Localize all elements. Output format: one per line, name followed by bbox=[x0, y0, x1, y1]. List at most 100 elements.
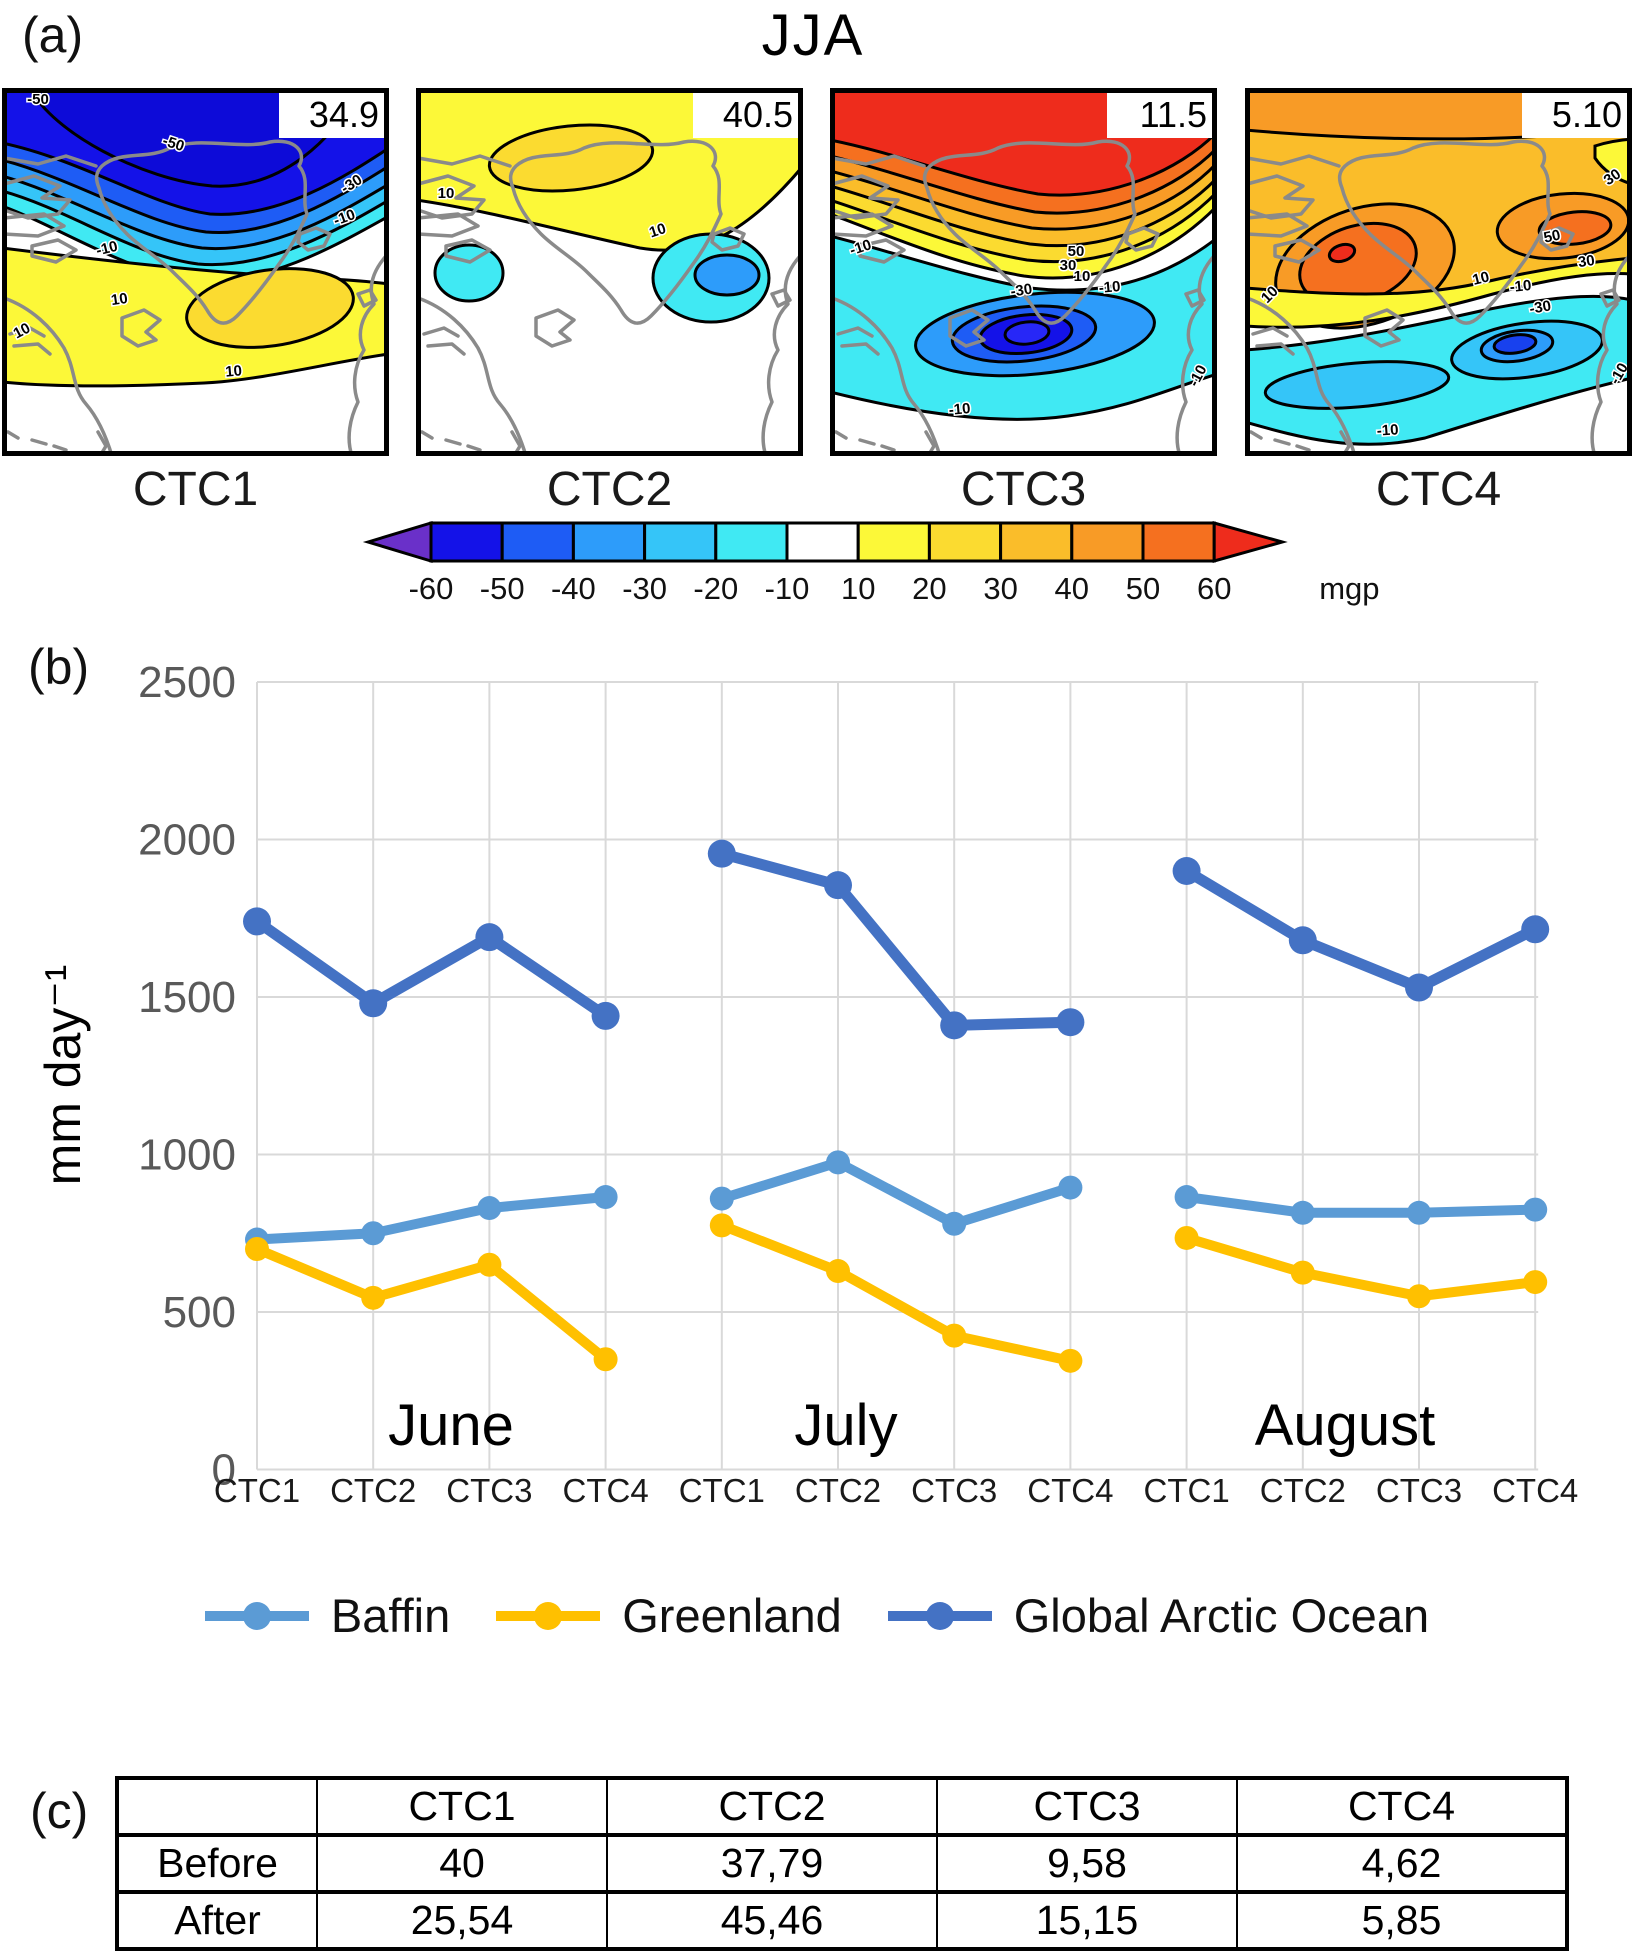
svg-text:CTC2: CTC2 bbox=[1260, 1472, 1346, 1509]
table-row: Before 40 37,79 9,58 4,62 bbox=[116, 1833, 1568, 1894]
svg-text:July: July bbox=[794, 1393, 897, 1458]
global-arctic-ocean-line-marker-icon bbox=[887, 1601, 992, 1630]
panel-value-box bbox=[1107, 90, 1215, 138]
svg-text:50: 50 bbox=[1126, 571, 1160, 606]
svg-text:30: 30 bbox=[983, 571, 1017, 606]
series-greenland bbox=[245, 1213, 1548, 1373]
stats-table: CTC1 CTC2 CTC3 CTC4 Before 40 37,79 9,58… bbox=[115, 1776, 1569, 1951]
svg-text:2000: 2000 bbox=[138, 816, 236, 865]
panel-b-label: (b) bbox=[28, 639, 90, 695]
svg-text:CTC2: CTC2 bbox=[795, 1472, 881, 1509]
legend-label: Greenland bbox=[622, 1589, 842, 1642]
svg-text:CTC3: CTC3 bbox=[1376, 1472, 1462, 1509]
svg-text:-60: -60 bbox=[409, 571, 454, 606]
row-label-after: After bbox=[116, 1890, 318, 1951]
svg-text:-50: -50 bbox=[27, 91, 49, 108]
line-chart: 0 500 1000 1500 2000 2500 CTC1 CTC2 CTC3 CTC4 CTC1… bbox=[35, 658, 1578, 1509]
svg-text:1000: 1000 bbox=[138, 1131, 236, 1180]
table-cell: 45,46 bbox=[606, 1890, 938, 1951]
panel-value: 34.9 bbox=[309, 94, 379, 135]
svg-text:40: 40 bbox=[1055, 571, 1089, 606]
panel-value-box bbox=[693, 90, 801, 138]
svg-text:-30: -30 bbox=[622, 571, 667, 606]
map-name-ctc1: CTC1 bbox=[132, 463, 259, 516]
table-header-ctc2: CTC2 bbox=[606, 1776, 938, 1837]
panel-value: 5.10 bbox=[1552, 94, 1622, 135]
table-header-row: CTC1 CTC2 CTC3 CTC4 bbox=[116, 1776, 1568, 1837]
table-header-ctc3: CTC3 bbox=[936, 1776, 1238, 1837]
panel-border bbox=[1245, 88, 1632, 456]
map-name-ctc3: CTC3 bbox=[960, 463, 1087, 516]
map-name-ctc2: CTC2 bbox=[546, 463, 673, 516]
svg-text:500: 500 bbox=[163, 1288, 236, 1337]
chart-legend: Baffin Greenland Global Arctic Ocean bbox=[0, 1588, 1634, 1643]
panel-border bbox=[2, 88, 389, 456]
svg-text:-40: -40 bbox=[551, 571, 596, 606]
panel-value: 40.5 bbox=[723, 94, 793, 135]
svg-text:10: 10 bbox=[1074, 268, 1091, 285]
table-cell: 9,58 bbox=[936, 1833, 1238, 1894]
table-row: After 25,54 45,46 15,15 5,85 bbox=[116, 1890, 1568, 1951]
svg-text:-50: -50 bbox=[480, 571, 525, 606]
svg-text:2500: 2500 bbox=[138, 658, 236, 707]
table-cell: 5,85 bbox=[1236, 1890, 1568, 1951]
table-header-ctc4: CTC4 bbox=[1236, 1776, 1568, 1837]
svg-text:-20: -20 bbox=[693, 571, 738, 606]
legend-item-greenland: Greenland bbox=[496, 1588, 842, 1643]
svg-text:10: 10 bbox=[841, 571, 875, 606]
greenland-line-marker-icon bbox=[496, 1601, 601, 1630]
svg-text:1500: 1500 bbox=[138, 973, 236, 1022]
svg-text:10: 10 bbox=[438, 185, 455, 202]
row-label-before: Before bbox=[116, 1833, 318, 1894]
svg-text:50: 50 bbox=[1068, 243, 1085, 260]
table-cell: 4,62 bbox=[1236, 1833, 1568, 1894]
svg-text:-10: -10 bbox=[948, 400, 971, 419]
panel-value: 11.5 bbox=[1140, 94, 1207, 135]
baffin-line-marker-icon bbox=[204, 1601, 309, 1630]
svg-text:CTC1: CTC1 bbox=[214, 1472, 300, 1509]
svg-text:50: 50 bbox=[1542, 227, 1562, 247]
legend-label: Baffin bbox=[330, 1589, 451, 1642]
table-cell: 37,79 bbox=[606, 1833, 938, 1894]
svg-text:-10: -10 bbox=[765, 571, 810, 606]
svg-text:CTC1: CTC1 bbox=[1144, 1472, 1230, 1509]
svg-text:-10: -10 bbox=[1509, 277, 1532, 296]
legend-item-baffin: Baffin bbox=[204, 1588, 451, 1643]
svg-text:mm day⁻¹: mm day⁻¹ bbox=[35, 965, 91, 1186]
panel-value-box bbox=[279, 90, 387, 138]
svg-text:10: 10 bbox=[1471, 268, 1491, 289]
svg-text:CTC4: CTC4 bbox=[1492, 1472, 1578, 1509]
table-cell: 25,54 bbox=[316, 1890, 608, 1951]
svg-text:0: 0 bbox=[212, 1446, 236, 1495]
svg-text:10: 10 bbox=[225, 362, 243, 380]
svg-text:-10: -10 bbox=[1376, 421, 1399, 439]
panel-a-label: (a) bbox=[22, 7, 84, 63]
legend-item-global-arctic-ocean: Global Arctic Ocean bbox=[887, 1588, 1430, 1643]
svg-text:30: 30 bbox=[1577, 252, 1596, 271]
panel-border bbox=[830, 88, 1217, 456]
series-baffin bbox=[245, 1150, 1548, 1252]
svg-text:CTC4: CTC4 bbox=[563, 1472, 649, 1509]
svg-text:20: 20 bbox=[912, 571, 946, 606]
svg-text:60: 60 bbox=[1197, 571, 1231, 606]
svg-text:August: August bbox=[1255, 1393, 1436, 1458]
figure-title: JJA bbox=[761, 3, 865, 68]
svg-text:CTC2: CTC2 bbox=[330, 1472, 416, 1509]
table-header-ctc1: CTC1 bbox=[316, 1776, 608, 1837]
svg-text:CTC4: CTC4 bbox=[1027, 1472, 1113, 1509]
svg-text:mgp: mgp bbox=[1319, 571, 1379, 606]
svg-text:CTC3: CTC3 bbox=[446, 1472, 532, 1509]
svg-text:June: June bbox=[388, 1393, 514, 1458]
svg-text:CTC3: CTC3 bbox=[911, 1472, 997, 1509]
table-cell: 40 bbox=[316, 1833, 608, 1894]
legend-label: Global Arctic Ocean bbox=[1013, 1589, 1430, 1642]
map-name-ctc4: CTC4 bbox=[1375, 463, 1502, 516]
panel-value-box bbox=[1522, 90, 1630, 138]
colorbar: -60 -50 -40 -30 -20 -10 10 20 30 40 50 60 mgp bbox=[362, 520, 1380, 606]
svg-text:CTC1: CTC1 bbox=[679, 1472, 765, 1509]
svg-text:10: 10 bbox=[110, 290, 129, 309]
